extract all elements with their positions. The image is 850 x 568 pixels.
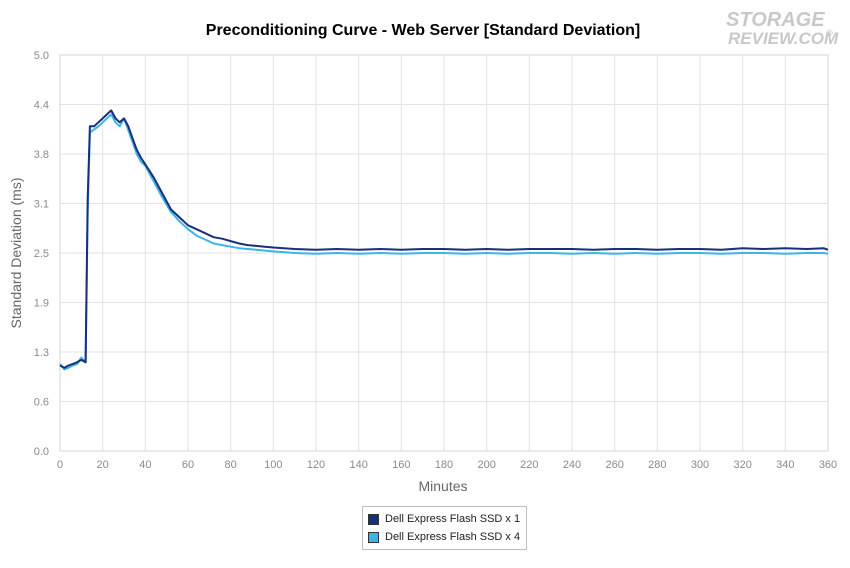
y-axis-label: Standard Deviation (ms) (8, 178, 24, 329)
logo-registered-mark: ® (826, 28, 833, 38)
x-tick-label: 260 (605, 459, 623, 471)
y-tick-label: 1.3 (34, 347, 49, 359)
x-tick-label: 120 (307, 459, 325, 471)
x-tick-label: 160 (392, 459, 410, 471)
x-tick-label: 0 (57, 459, 63, 471)
y-tick-label: 4.4 (34, 100, 49, 112)
legend-label-series-1: Dell Express Flash SSD x 1 (385, 513, 521, 525)
x-axis-ticks: 0 20 40 60 80 100 120 140 160 180 200 220 240 260 280 3… (57, 459, 837, 471)
x-tick-label: 100 (264, 459, 282, 471)
x-tick-label: 20 (97, 459, 109, 471)
legend-swatch-series-1 (368, 513, 379, 525)
y-tick-label: 2.5 (34, 248, 49, 260)
x-tick-label: 340 (776, 459, 794, 471)
series-line-1 (59, 109, 829, 369)
x-tick-label: 60 (182, 459, 194, 471)
logo-bottom-text: REVIEW.COM (728, 29, 839, 48)
legend-label-series-2: Dell Express Flash SSD x 4 (385, 531, 521, 543)
chart-title: Preconditioning Curve - Web Server [Stan… (206, 22, 640, 39)
x-axis-label: Minutes (418, 478, 467, 494)
x-tick-label: 300 (691, 459, 709, 471)
series-line-2 (59, 113, 829, 371)
y-axis-ticks: 0.0 0.6 1.3 1.9 2.5 3.1 3.8 4.4 5.0 (34, 50, 49, 458)
legend-swatch-series-2 (368, 531, 379, 543)
x-tick-label: 280 (648, 459, 666, 471)
legend-item-series-1: Dell Express Flash SSD x 1 (368, 510, 520, 528)
y-tick-label: 3.1 (34, 199, 49, 211)
x-tick-label: 320 (733, 459, 751, 471)
x-tick-label: 220 (520, 459, 538, 471)
y-tick-label: 0.0 (34, 446, 49, 458)
x-tick-label: 360 (819, 459, 837, 471)
y-tick-label: 3.8 (34, 149, 49, 161)
x-tick-label: 180 (435, 459, 453, 471)
x-tick-label: 200 (477, 459, 495, 471)
x-tick-label: 80 (225, 459, 237, 471)
series-lines (59, 109, 829, 371)
legend: Dell Express Flash SSD x 1 Dell Express … (362, 506, 528, 550)
x-tick-label: 240 (563, 459, 581, 471)
storage-review-logo: STORAGE REVIEW.COM ® (726, 9, 839, 48)
x-tick-label: 40 (139, 459, 151, 471)
x-tick-label: 140 (349, 459, 367, 471)
y-tick-label: 5.0 (34, 50, 49, 62)
y-tick-label: 1.9 (34, 298, 49, 310)
y-tick-label: 0.6 (34, 397, 49, 409)
legend-item-series-2: Dell Express Flash SSD x 4 (368, 528, 520, 546)
logo-top-text: STORAGE (726, 9, 825, 31)
